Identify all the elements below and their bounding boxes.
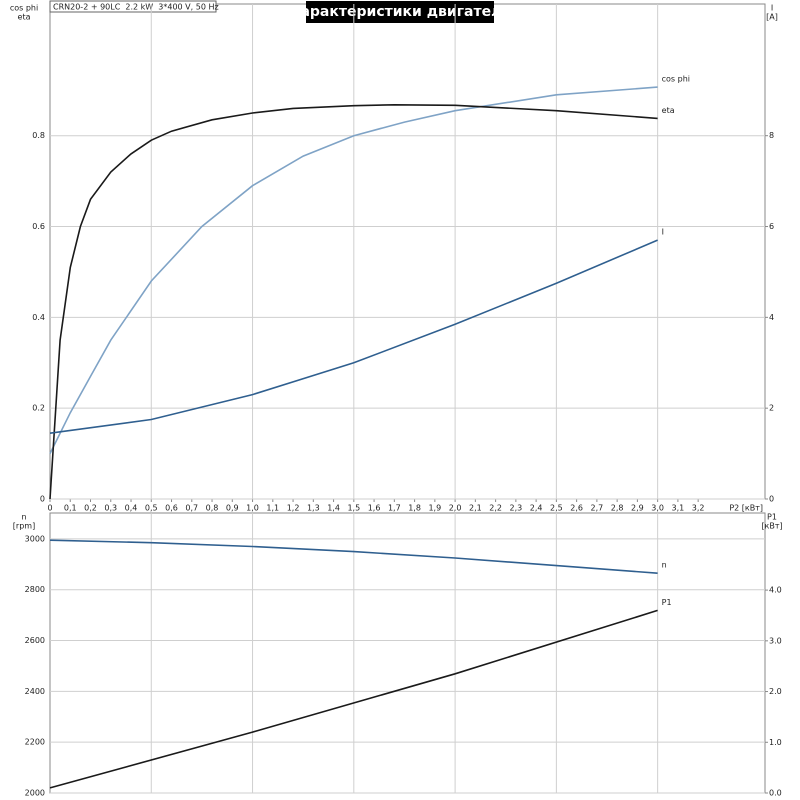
x-tick-label: 1,5 bbox=[347, 504, 360, 513]
x-tick-label: 1,0 bbox=[246, 504, 259, 513]
y2-axis-label: I bbox=[771, 4, 773, 13]
x-tick-label: 1,9 bbox=[428, 504, 441, 513]
y2-tick-label: 6 bbox=[769, 222, 774, 231]
x-tick-label: 1,6 bbox=[368, 504, 381, 513]
y-tick-label: 0.8 bbox=[32, 131, 45, 140]
x-tick-label: 1,1 bbox=[266, 504, 279, 513]
y-axis-label: [rpm] bbox=[13, 522, 35, 531]
x-tick-label: 0,4 bbox=[125, 504, 138, 513]
series-line bbox=[49, 86, 658, 454]
series-line bbox=[49, 609, 658, 789]
series-label: I bbox=[662, 228, 664, 237]
y2-tick-label: 4.0 bbox=[769, 586, 782, 595]
y-tick-label: 2400 bbox=[25, 687, 45, 696]
y-tick-label: 2000 bbox=[25, 789, 45, 798]
y2-axis-label: P1 bbox=[767, 513, 777, 522]
x-axis-label: P2 [кВт] bbox=[729, 504, 763, 513]
x-tick-label: 2,2 bbox=[489, 504, 502, 513]
y2-tick-label: 2.0 bbox=[769, 687, 782, 696]
x-tick-label: 2,4 bbox=[530, 504, 543, 513]
x-tick-label: 0,1 bbox=[64, 504, 77, 513]
x-tick-label: 3,1 bbox=[672, 504, 685, 513]
y2-tick-label: 2 bbox=[769, 404, 774, 413]
y2-tick-label: 4 bbox=[769, 313, 774, 322]
y2-tick-label: 1.0 bbox=[769, 738, 782, 747]
x-tick-label: 0 bbox=[47, 504, 52, 513]
series-label: n bbox=[662, 561, 667, 570]
y-tick-label: 3000 bbox=[25, 534, 45, 543]
x-tick-label: 2,9 bbox=[631, 504, 644, 513]
x-tick-label: 2,1 bbox=[469, 504, 482, 513]
y2-tick-label: 0.0 bbox=[769, 789, 782, 798]
x-tick-label: 3,0 bbox=[651, 504, 664, 513]
series-label: eta bbox=[662, 106, 675, 115]
y-tick-label: 2800 bbox=[25, 585, 45, 594]
x-tick-label: 0,2 bbox=[84, 504, 97, 513]
series-line bbox=[49, 539, 658, 574]
subtitle-box bbox=[49, 0, 217, 13]
y2-axis-label: [A] bbox=[766, 13, 778, 22]
y-axis-label: n bbox=[21, 513, 26, 522]
y-tick-label: 0.6 bbox=[32, 222, 45, 231]
chart-title: Характеристики двигателя bbox=[290, 4, 511, 20]
x-tick-label: 2,6 bbox=[570, 504, 583, 513]
x-tick-label: 3,2 bbox=[692, 504, 705, 513]
x-tick-label: 0,9 bbox=[226, 504, 239, 513]
x-tick-label: 1,4 bbox=[327, 504, 340, 513]
y2-tick-label: 3.0 bbox=[769, 636, 782, 645]
x-tick-label: 2,7 bbox=[591, 504, 604, 513]
series-label: cos phi bbox=[662, 75, 690, 84]
x-tick-label: 0,3 bbox=[104, 504, 117, 513]
x-tick-label: 1,3 bbox=[307, 504, 320, 513]
x-tick-label: 2,8 bbox=[611, 504, 624, 513]
y-tick-label: 2600 bbox=[25, 636, 45, 645]
series-line bbox=[49, 103, 658, 500]
y-tick-label: 2200 bbox=[25, 738, 45, 747]
x-tick-label: 2,3 bbox=[509, 504, 522, 513]
y-tick-label: 0 bbox=[40, 495, 45, 504]
y2-axis-label: [кВт] bbox=[761, 522, 782, 531]
x-tick-label: 0,8 bbox=[206, 504, 219, 513]
x-tick-label: 1,7 bbox=[388, 504, 401, 513]
y2-tick-label: 0 bbox=[769, 495, 774, 504]
series-label: P1 bbox=[662, 598, 672, 607]
x-tick-label: 1,8 bbox=[408, 504, 421, 513]
x-tick-label: 1,2 bbox=[287, 504, 300, 513]
x-tick-label: 0,6 bbox=[165, 504, 178, 513]
y-axis-label: eta bbox=[18, 13, 31, 22]
subtitle: CRN20-2 + 90LC 2.2 kW 3*400 V, 50 Hz bbox=[53, 3, 219, 12]
title-box bbox=[306, 1, 494, 23]
series-line bbox=[49, 239, 658, 434]
y-tick-label: 0.4 bbox=[32, 313, 45, 322]
y-tick-label: 0.2 bbox=[32, 404, 45, 413]
y2-tick-label: 8 bbox=[769, 131, 774, 140]
x-tick-label: 0,5 bbox=[145, 504, 158, 513]
y-axis-label: cos phi bbox=[10, 4, 38, 13]
x-tick-label: 2,5 bbox=[550, 504, 563, 513]
x-tick-label: 0,7 bbox=[185, 504, 198, 513]
x-tick-label: 2,0 bbox=[449, 504, 462, 513]
